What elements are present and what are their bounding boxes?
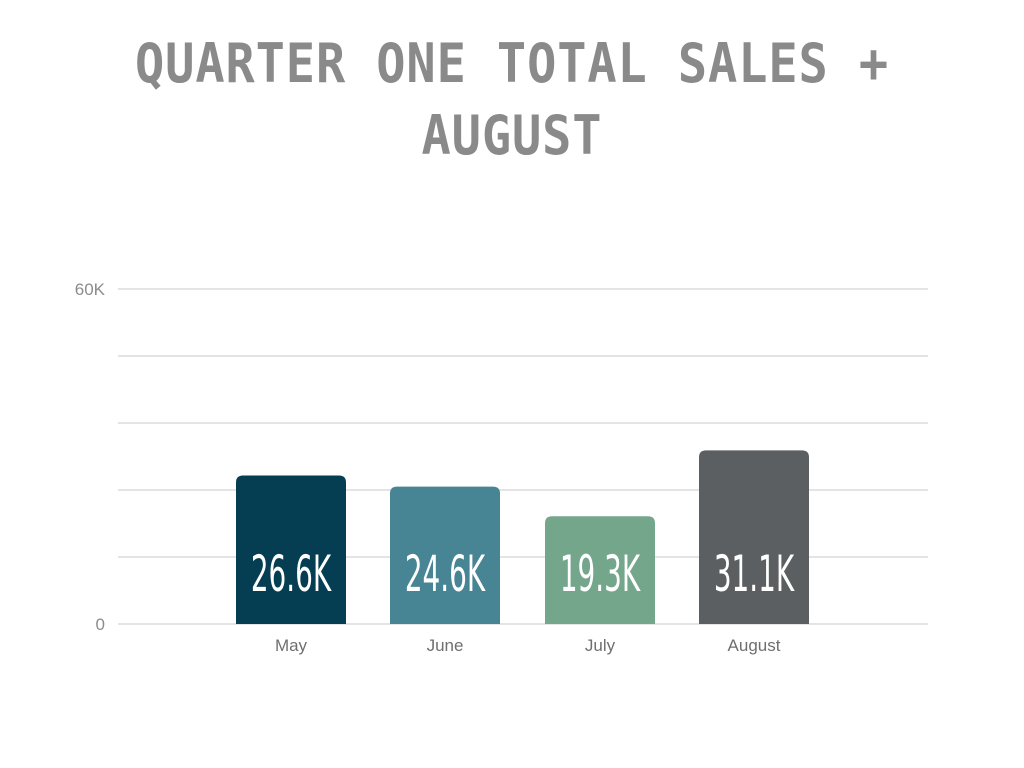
- y-tick-label: 60K: [75, 280, 106, 299]
- y-axis-ticks: 0 60K: [75, 280, 106, 634]
- bars: 26.6K 24.6K 19.3K 31.1K: [236, 450, 809, 624]
- bar-july: [545, 516, 655, 624]
- x-axis-ticks: May June July August: [275, 636, 781, 655]
- bar-may: [236, 475, 346, 624]
- chart-title: QUARTER ONE TOTAL SALES + AUGUST: [134, 32, 890, 167]
- bar-value-label: 19.3K: [560, 544, 641, 603]
- bar-value-label: 24.6K: [405, 544, 486, 603]
- x-tick-label: June: [427, 636, 464, 655]
- bar-august: [699, 450, 809, 624]
- x-tick-label: August: [728, 636, 781, 655]
- bar-value-label: 31.1K: [714, 544, 795, 603]
- x-tick-label: July: [585, 636, 616, 655]
- y-tick-label: 0: [96, 615, 105, 634]
- x-tick-label: May: [275, 636, 308, 655]
- bar-value-label: 26.6K: [251, 544, 332, 603]
- bar-june: [390, 486, 500, 624]
